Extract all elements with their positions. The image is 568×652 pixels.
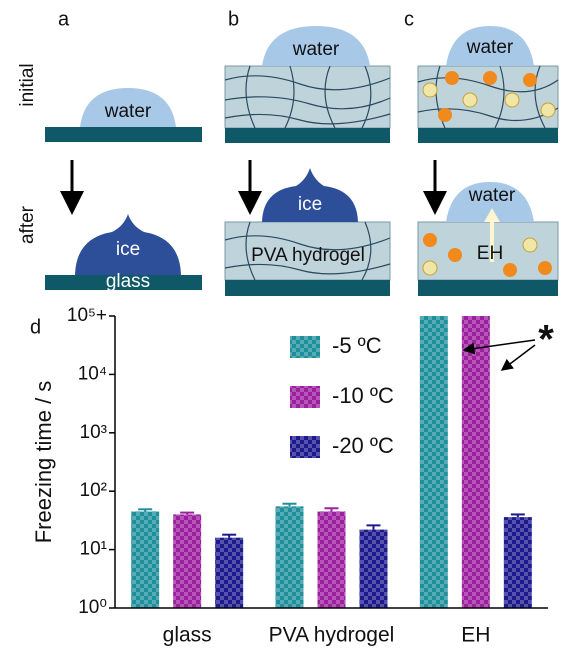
x-tick-label: PVA hydrogel	[269, 624, 395, 647]
y-tick-label: 10⁴	[78, 363, 107, 384]
y-tick-label: 10²	[80, 480, 107, 501]
drop-label: ice	[298, 194, 322, 215]
substrate	[45, 127, 202, 142]
y-tick-label: 10⁵+	[67, 305, 107, 326]
legend-swatch	[290, 436, 320, 458]
substrate	[418, 280, 558, 296]
substrate-label: PVA hydrogel	[251, 245, 365, 266]
substrate-label: EH	[477, 243, 503, 264]
drop-label: water	[468, 185, 516, 206]
drop-label: water	[104, 101, 152, 122]
bar	[462, 316, 490, 608]
panel-label: c	[404, 8, 414, 30]
bar	[504, 517, 532, 608]
drop-label: water	[466, 37, 514, 58]
bar	[360, 530, 388, 608]
legend-label: -20 ºC	[332, 433, 394, 458]
legend-swatch	[290, 386, 320, 408]
legend-swatch	[290, 336, 320, 358]
bar	[131, 511, 159, 608]
bar	[420, 316, 448, 608]
panel-label: b	[228, 8, 239, 30]
panel-label: a	[58, 8, 70, 30]
drop-label: water	[292, 39, 340, 60]
annotation: *	[538, 318, 554, 362]
legend-label: -10 ºC	[332, 383, 394, 408]
drop-label: ice	[116, 239, 140, 260]
x-tick-label: EH	[461, 624, 490, 647]
figure: a initial after water ice glass b water …	[0, 0, 568, 652]
bar	[276, 506, 304, 608]
row-label: after	[17, 205, 38, 244]
substrate-label: glass	[106, 271, 150, 292]
y-tick-label: 10³	[80, 422, 107, 443]
legend-label: -5 ºC	[332, 333, 382, 358]
bar	[215, 538, 243, 608]
x-tick-label: glass	[163, 624, 212, 647]
substrate	[225, 280, 390, 296]
row-label: initial	[17, 63, 38, 106]
substrate	[225, 128, 390, 143]
y-tick-label: 10¹	[80, 539, 107, 560]
annotation-arrow	[502, 345, 535, 370]
substrate	[418, 128, 558, 143]
y-tick-label: 10⁰	[78, 597, 107, 618]
bar	[318, 511, 346, 608]
plot: 10⁰ 10¹ 10² 10³ 10⁴ 10⁵+ glass PVA hydrogel EH -5…	[67, 305, 548, 647]
y-axis-label: Freezing time / s	[31, 381, 56, 544]
panel-label: d	[30, 316, 41, 338]
bar	[173, 514, 201, 608]
